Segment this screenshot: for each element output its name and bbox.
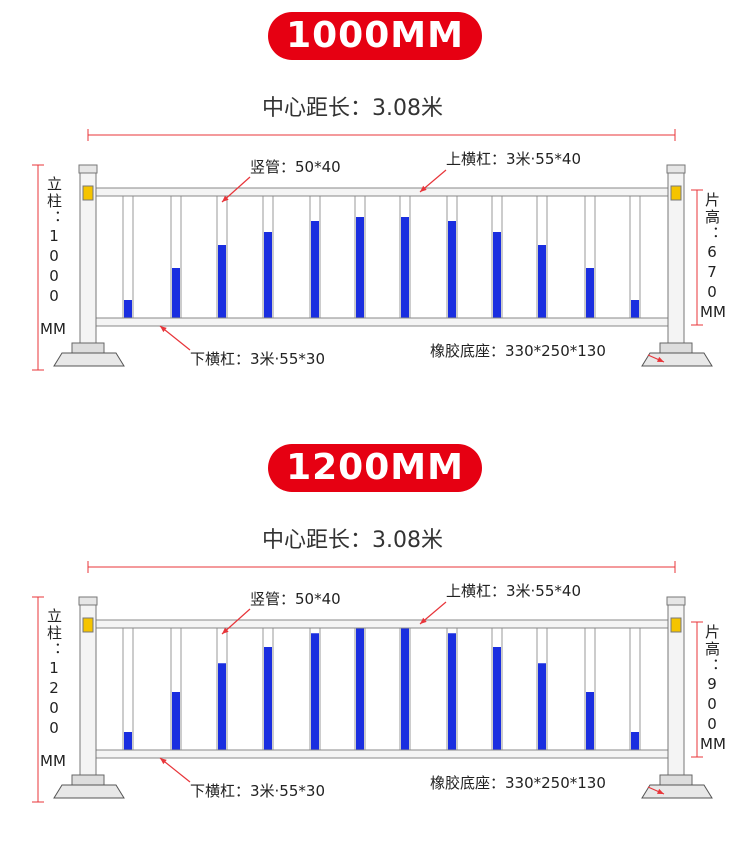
vertical-pipe-label: 竖管：50*40: [250, 590, 341, 608]
blue-stripe: [264, 647, 272, 750]
bottom-rail-label: 下横杠：3米·55*30: [190, 350, 325, 368]
blue-stripe: [586, 268, 594, 318]
blue-stripe: [218, 245, 226, 318]
top-rail-label: 上横杠：3米·55*40: [446, 150, 581, 168]
pointer-head: [222, 627, 229, 634]
blue-stripe: [493, 232, 501, 318]
rubber-base: [53, 352, 125, 367]
pointer-head: [222, 195, 229, 202]
blue-stripe: [311, 221, 319, 318]
rubber-base: [641, 352, 713, 367]
rubber-base: [53, 784, 125, 799]
vertical-pipe: [122, 627, 134, 751]
post-cap: [78, 596, 98, 606]
post-unit: MM: [40, 320, 66, 338]
rubber-base-label: 橡胶底座：330*250*130: [430, 774, 606, 792]
pointer-head: [420, 185, 427, 192]
base-top: [71, 342, 105, 354]
pointer-head: [160, 326, 167, 333]
blue-stripe: [172, 268, 180, 318]
blue-stripe: [356, 217, 364, 318]
pointer-head: [657, 356, 664, 362]
blue-stripe: [218, 663, 226, 750]
blue-stripe: [264, 232, 272, 318]
blue-stripe: [493, 647, 501, 750]
pointer-head: [657, 788, 664, 794]
top-rail: [95, 187, 669, 197]
vertical-pipe: [122, 195, 134, 319]
blue-stripe: [631, 300, 639, 318]
vertical-pipe-label: 竖管：50*40: [250, 158, 341, 176]
bottom-rail: [95, 749, 669, 759]
blue-stripe: [401, 628, 409, 750]
vertical-pipe: [629, 195, 641, 319]
top-rail-label: 上横杠：3米·55*40: [446, 582, 581, 600]
center-distance: 中心距长：3.08米: [262, 528, 443, 553]
center-distance: 中心距长：3.08米: [262, 96, 443, 121]
panel-unit: MM: [700, 303, 726, 321]
blue-stripe: [172, 692, 180, 750]
blue-stripe: [538, 245, 546, 318]
panel-label: 片高：670: [703, 192, 721, 303]
blue-stripe: [124, 732, 132, 750]
post-cap: [78, 164, 98, 174]
reflector: [670, 185, 682, 201]
reflector: [670, 617, 682, 633]
panel-label: 片高：900: [703, 624, 721, 735]
blue-stripe: [448, 221, 456, 318]
post-cap: [666, 164, 686, 174]
post-label: 立柱：1000: [45, 176, 63, 307]
panel-unit: MM: [700, 735, 726, 753]
blue-stripe: [448, 633, 456, 750]
base-top: [659, 774, 693, 786]
bottom-rail-label: 下横杠：3米·55*30: [190, 782, 325, 800]
blue-stripe: [631, 732, 639, 750]
rubber-base-label: 橡胶底座：330*250*130: [430, 342, 606, 360]
base-top: [659, 342, 693, 354]
blue-stripe: [586, 692, 594, 750]
base-top: [71, 774, 105, 786]
rubber-base: [641, 784, 713, 799]
title-badge: 1000MM: [268, 12, 482, 60]
blue-stripe: [124, 300, 132, 318]
vertical-pipe: [629, 627, 641, 751]
top-rail: [95, 619, 669, 629]
pointer-head: [160, 758, 167, 765]
title-badge: 1200MM: [268, 444, 482, 492]
blue-stripe: [401, 217, 409, 318]
reflector: [82, 185, 94, 201]
bottom-rail: [95, 317, 669, 327]
post-label: 立柱：1200: [45, 608, 63, 739]
blue-stripe: [311, 633, 319, 750]
pointer-head: [420, 617, 427, 624]
blue-stripe: [356, 628, 364, 750]
blue-stripe: [538, 663, 546, 750]
post-unit: MM: [40, 752, 66, 770]
post-cap: [666, 596, 686, 606]
reflector: [82, 617, 94, 633]
